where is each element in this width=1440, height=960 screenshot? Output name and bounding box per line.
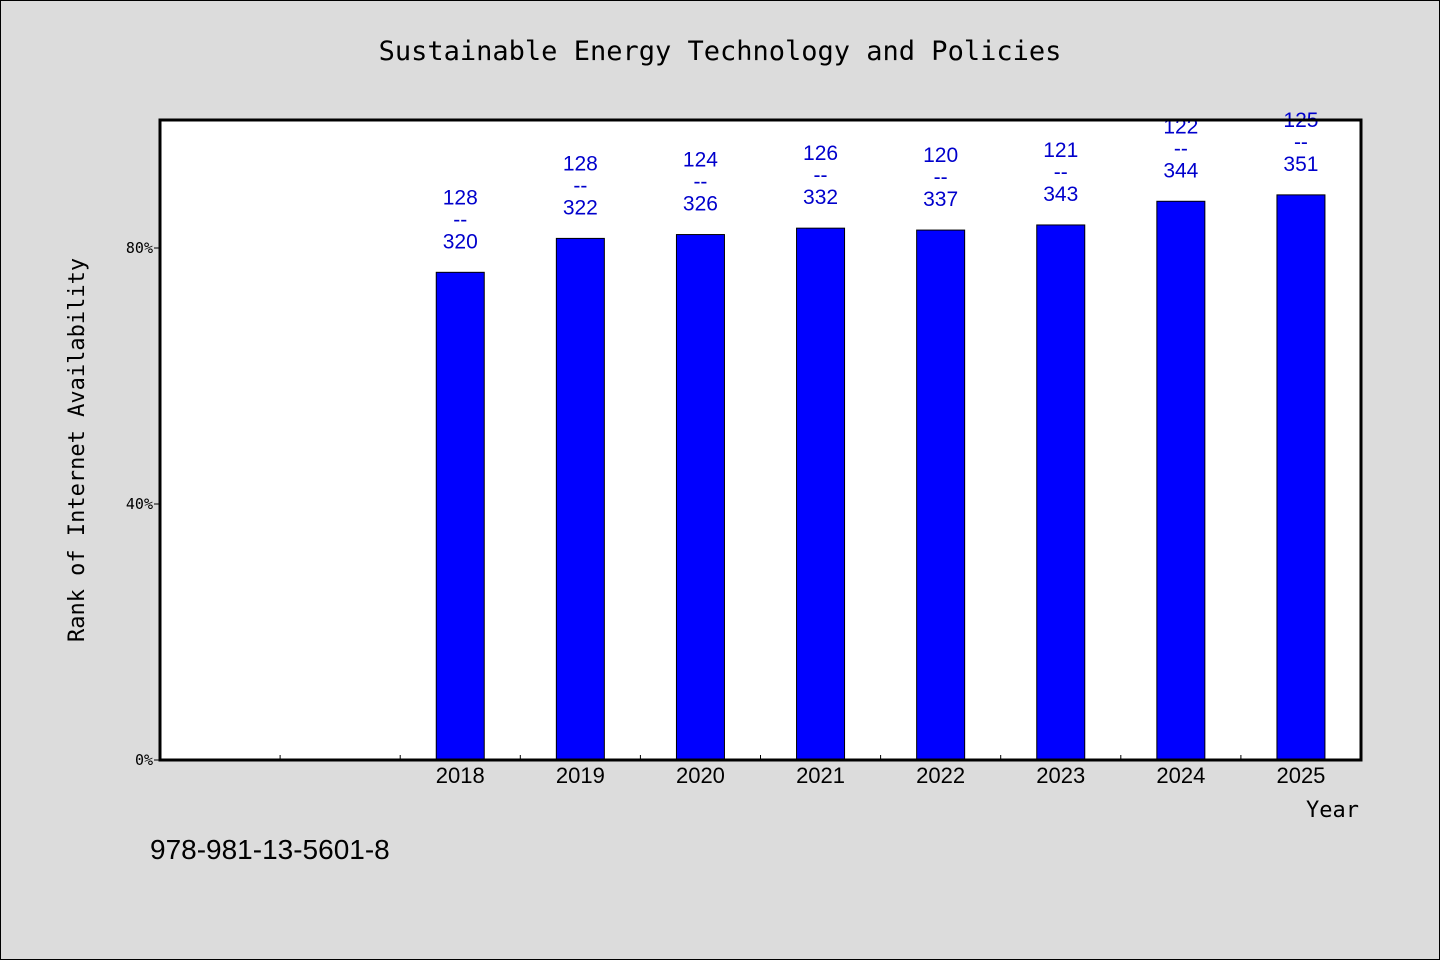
x-axis: 2018 2019 2020 2021 2022 2023 2024 2025 bbox=[279, 755, 1325, 788]
data-label: -- bbox=[693, 171, 707, 194]
x-tick-label: 2023 bbox=[1036, 763, 1085, 788]
x-tick-label: 2018 bbox=[436, 763, 485, 788]
data-label: 128 bbox=[563, 152, 598, 175]
data-label: 320 bbox=[443, 230, 478, 253]
data-label: 344 bbox=[1163, 159, 1198, 182]
data-label: 337 bbox=[923, 188, 958, 211]
y-axis: 0% 40% 80% bbox=[126, 239, 160, 769]
bar bbox=[916, 229, 966, 761]
bars-group bbox=[435, 194, 1326, 761]
bar bbox=[1156, 200, 1206, 761]
data-label: 121 bbox=[1043, 139, 1078, 162]
bar bbox=[435, 271, 485, 761]
x-axis-label: Year bbox=[1306, 798, 1359, 823]
x-tick-label: 2022 bbox=[916, 763, 965, 788]
y-tick-label: 0% bbox=[135, 751, 153, 769]
data-label: -- bbox=[1174, 137, 1188, 160]
data-label: 343 bbox=[1043, 183, 1078, 206]
bar bbox=[1036, 224, 1086, 761]
bar bbox=[1276, 194, 1326, 761]
data-labels-group: 128--320128--322124--326126--332120--337… bbox=[443, 109, 1319, 253]
data-label: 126 bbox=[803, 142, 838, 165]
bar bbox=[675, 234, 725, 761]
isbn-label: 978-981-13-5601-8 bbox=[150, 834, 390, 865]
data-label: -- bbox=[814, 164, 828, 187]
y-tick-label: 40% bbox=[126, 495, 153, 513]
x-tick-label: 2020 bbox=[676, 763, 725, 788]
data-label: -- bbox=[1054, 161, 1068, 184]
chart-title: Sustainable Energy Technology and Polici… bbox=[378, 36, 1062, 67]
data-label: -- bbox=[1294, 131, 1308, 154]
data-label: 332 bbox=[803, 186, 838, 209]
data-label: -- bbox=[934, 166, 948, 189]
bar bbox=[555, 237, 605, 761]
data-label: 124 bbox=[683, 149, 718, 172]
data-label: 326 bbox=[683, 193, 718, 216]
data-label: 120 bbox=[923, 144, 958, 167]
x-tick-label: 2021 bbox=[796, 763, 845, 788]
y-axis-label: Rank of Internet Availability bbox=[65, 258, 90, 642]
data-label: -- bbox=[573, 174, 587, 197]
data-label: 128 bbox=[443, 186, 478, 209]
data-label: 351 bbox=[1283, 153, 1318, 176]
y-tick-label: 80% bbox=[126, 239, 153, 257]
data-label: -- bbox=[453, 208, 467, 231]
x-tick-label: 2024 bbox=[1156, 763, 1205, 788]
x-tick-label: 2025 bbox=[1276, 763, 1325, 788]
bar bbox=[796, 227, 846, 761]
x-tick-label: 2019 bbox=[556, 763, 605, 788]
data-label: 322 bbox=[563, 196, 598, 219]
